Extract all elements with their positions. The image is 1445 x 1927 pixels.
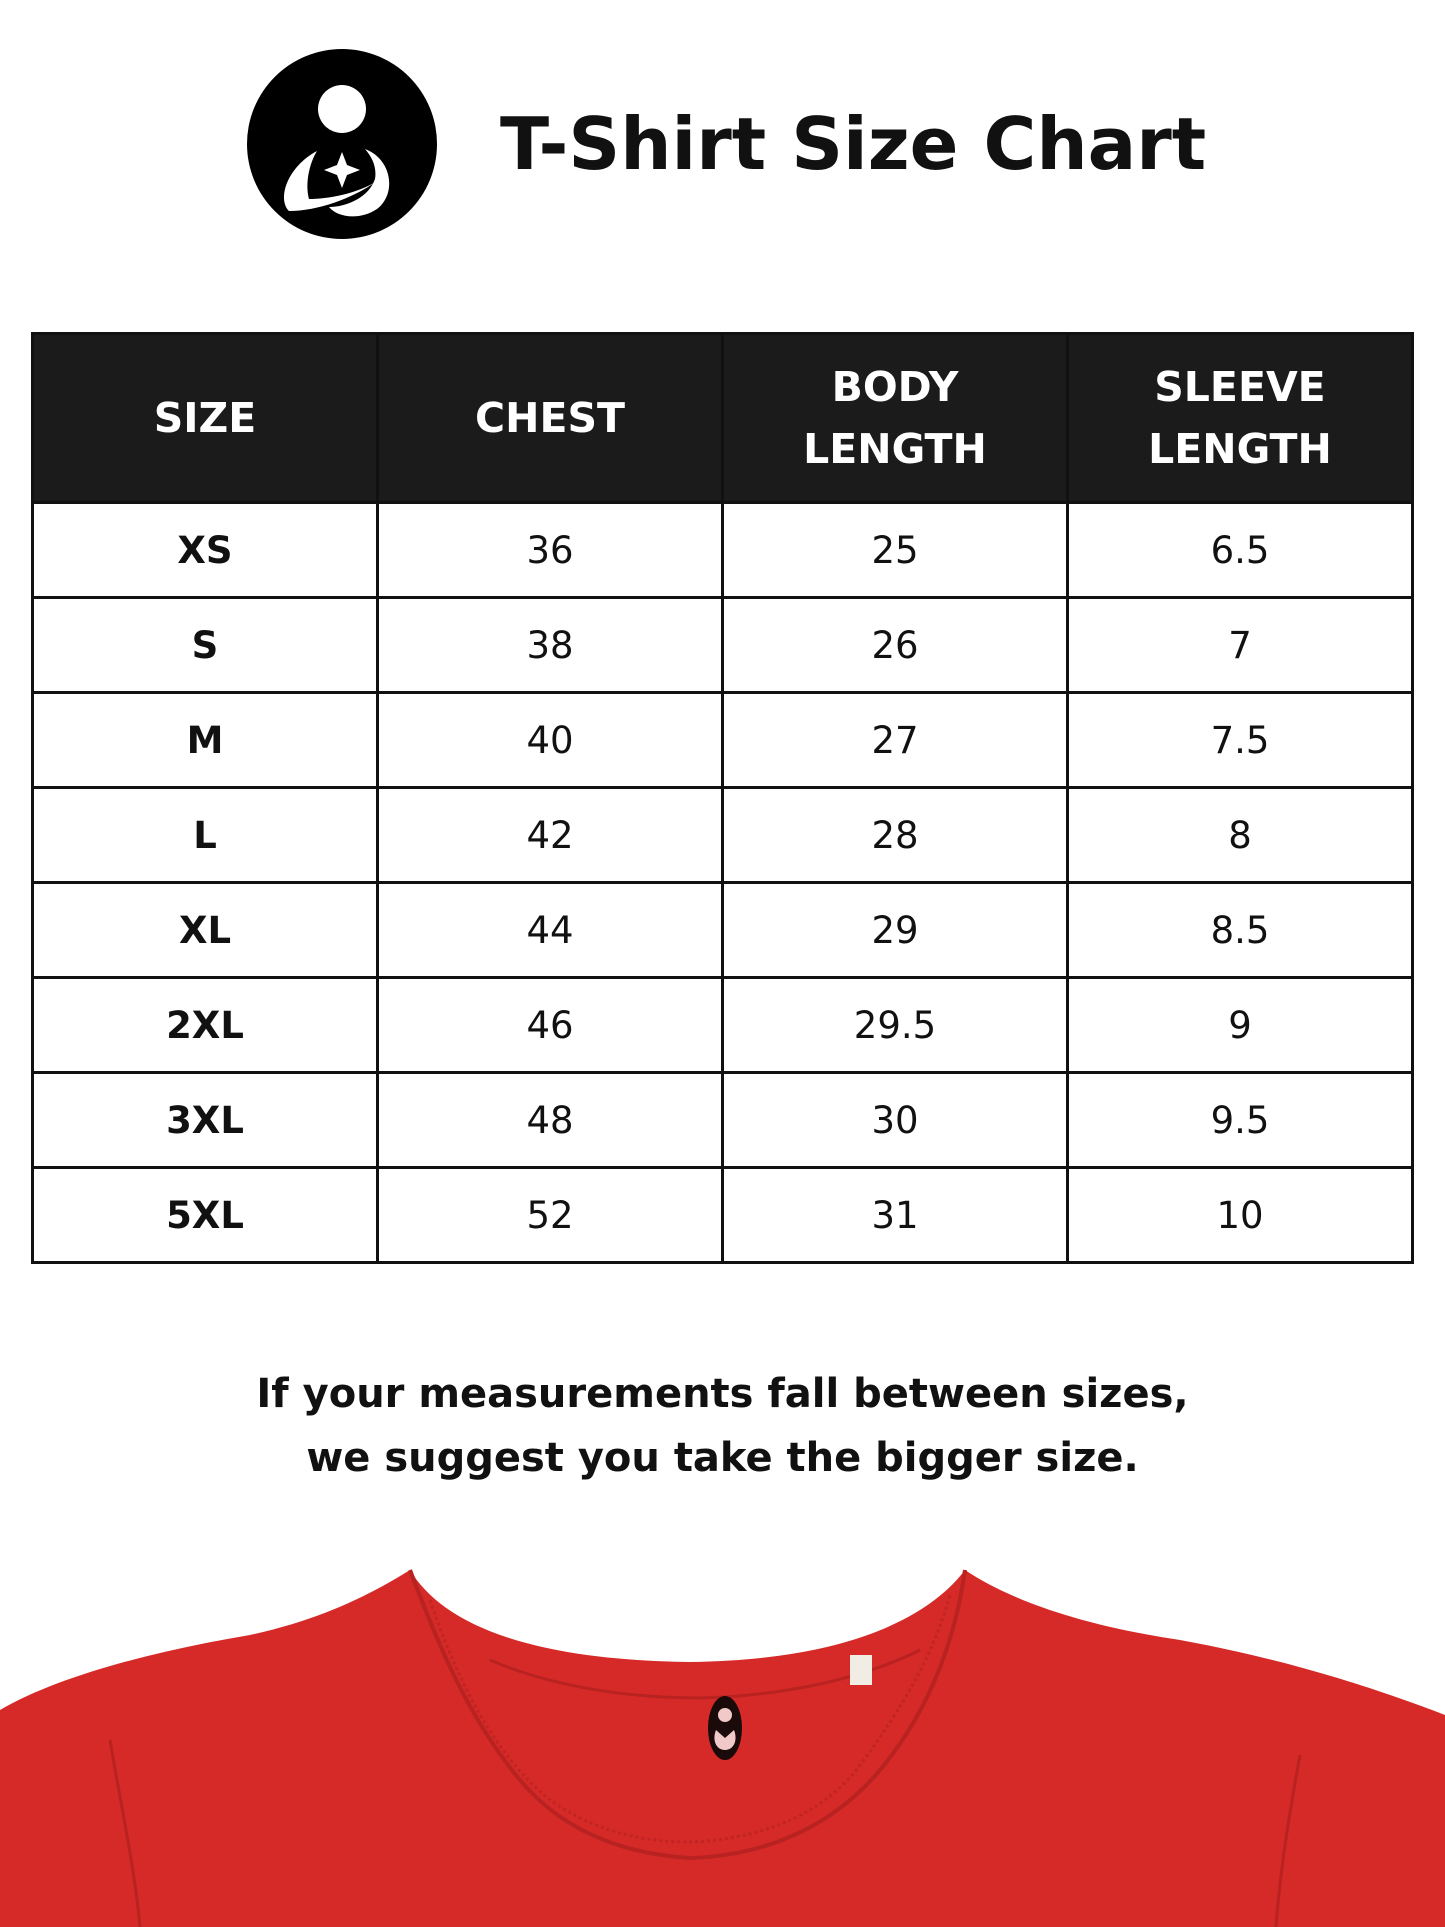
sizing-advice-line-2: we suggest you take the bigger size.	[306, 1435, 1139, 1481]
cell-size: 2XL	[31, 976, 379, 1074]
table-row: S 38 26 7	[31, 596, 1414, 694]
table-row: M 40 27 7.5	[31, 691, 1414, 789]
cell-chest: 48	[376, 1071, 724, 1169]
cell-chest: 36	[376, 501, 724, 599]
cell-sleeve-length: 8.5	[1066, 881, 1414, 979]
sizing-advice: If your measurements fall between sizes,…	[0, 1362, 1445, 1490]
sizing-advice-line-1: If your measurements fall between sizes,	[256, 1371, 1189, 1417]
cell-sleeve-length: 8	[1066, 786, 1414, 884]
red-tshirt-image	[0, 1569, 1445, 1927]
column-header-sleeve-length: SLEEVE LENGTH	[1066, 332, 1414, 504]
cell-sleeve-length: 7.5	[1066, 691, 1414, 789]
table-row: 3XL 48 30 9.5	[31, 1071, 1414, 1169]
cell-body-length: 28	[721, 786, 1069, 884]
cell-chest: 46	[376, 976, 724, 1074]
cell-body-length: 27	[721, 691, 1069, 789]
table-row: XS 36 25 6.5	[31, 501, 1414, 599]
cell-chest: 52	[376, 1166, 724, 1264]
cell-size: M	[31, 691, 379, 789]
cell-body-length: 25	[721, 501, 1069, 599]
cell-size: 3XL	[31, 1071, 379, 1169]
cell-sleeve-length: 9.5	[1066, 1071, 1414, 1169]
table-row: 2XL 46 29.5 9	[31, 976, 1414, 1074]
brand-logo-icon	[247, 49, 437, 239]
cell-size: XS	[31, 501, 379, 599]
cell-size: L	[31, 786, 379, 884]
cell-chest: 40	[376, 691, 724, 789]
column-header-size: SIZE	[31, 332, 379, 504]
table-row: L 42 28 8	[31, 786, 1414, 884]
cell-body-length: 29.5	[721, 976, 1069, 1074]
cell-size: S	[31, 596, 379, 694]
cell-chest: 42	[376, 786, 724, 884]
cell-size: 5XL	[31, 1166, 379, 1264]
cell-chest: 38	[376, 596, 724, 694]
cell-sleeve-length: 9	[1066, 976, 1414, 1074]
cell-body-length: 30	[721, 1071, 1069, 1169]
cell-chest: 44	[376, 881, 724, 979]
table-row: XL 44 29 8.5	[31, 881, 1414, 979]
page-title: T-Shirt Size Chart	[500, 102, 1207, 186]
table-row: 5XL 52 31 10	[31, 1166, 1414, 1264]
shirt-logo-icon	[708, 1696, 742, 1760]
cell-body-length: 26	[721, 596, 1069, 694]
cell-body-length: 29	[721, 881, 1069, 979]
table-header-row: SIZE CHEST BODY LENGTH SLEEVE LENGTH	[31, 332, 1414, 504]
cell-sleeve-length: 6.5	[1066, 501, 1414, 599]
cell-body-length: 31	[721, 1166, 1069, 1264]
size-tag-icon	[850, 1655, 872, 1685]
size-chart-table: SIZE CHEST BODY LENGTH SLEEVE LENGTH XS 36 2…	[31, 332, 1414, 1264]
column-header-chest: CHEST	[376, 332, 724, 504]
cell-sleeve-length: 10	[1066, 1166, 1414, 1264]
cell-sleeve-length: 7	[1066, 596, 1414, 694]
column-header-body-length: BODY LENGTH	[721, 332, 1069, 504]
cell-size: XL	[31, 881, 379, 979]
